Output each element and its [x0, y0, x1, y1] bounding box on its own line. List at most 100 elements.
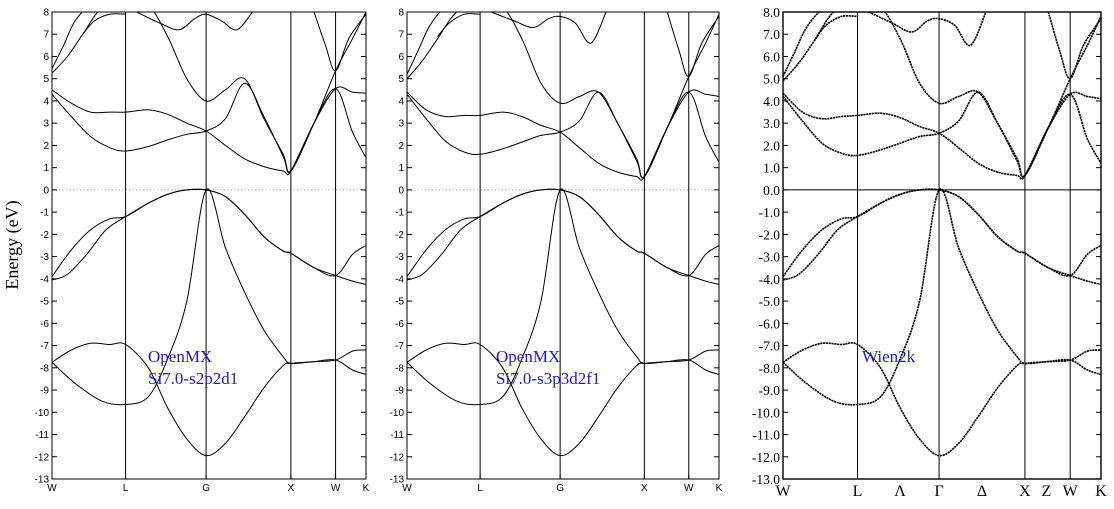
chart-panel-1: 876543210-1-2-3-4-5-6-7-8-9-10-11-12-13W… [35, 8, 370, 495]
y-tick-label: 5 [398, 74, 404, 85]
k-point-label: W [402, 483, 412, 494]
y-tick-label: 0 [43, 185, 49, 196]
y-tick-label: -4 [395, 274, 404, 285]
y-tick-label: 3.0 [763, 116, 780, 131]
y-tick-label: -4 [40, 274, 49, 285]
band-series-6 [783, 91, 1101, 178]
y-tick-label: 0.0 [763, 183, 780, 198]
y-tick-label: 7 [43, 30, 49, 41]
y-tick-label: 1 [43, 163, 49, 174]
band-series-10 [136, 12, 253, 31]
k-point-label: W [331, 483, 341, 494]
band-series-5 [52, 86, 366, 176]
y-tick-label: 8 [43, 8, 49, 19]
y-tick-label: -1.0 [759, 205, 781, 220]
y-tick-label: 6.0 [763, 49, 780, 64]
y-axis-label: Energy (eV) [2, 200, 23, 289]
y-tick-label: -8.0 [759, 361, 781, 376]
panel-annotation: Wien2k [862, 347, 916, 366]
band-series-8 [783, 12, 821, 77]
y-tick-label: 1.0 [763, 161, 780, 176]
k-point-label: L [477, 483, 483, 494]
y-tick-label: -8 [395, 363, 404, 374]
band-series-8 [407, 12, 441, 75]
k-point-label: G [202, 483, 210, 494]
plot-frame [51, 11, 367, 480]
k-point-label: W [684, 483, 694, 494]
band-series-7 [783, 12, 1101, 178]
panel-annotation: OpenMX [148, 347, 212, 366]
y-tick-label: -1 [395, 208, 404, 219]
y-tick-label: 7.0 [763, 27, 780, 42]
band-lines [783, 12, 1101, 457]
y-tick-label: -12 [35, 452, 50, 463]
k-point-label: Λ [894, 483, 906, 500]
k-point-label: G [556, 483, 564, 494]
band-lines [407, 12, 719, 457]
y-tick-label: -3.0 [759, 250, 781, 265]
band-series-6 [52, 82, 366, 173]
y-tick-label: 4 [43, 96, 49, 107]
y-tick-label: -7.0 [759, 339, 781, 354]
panel-annotation: Si7.0-s3p3d2f1 [496, 369, 600, 388]
y-tick-label: -1 [40, 208, 49, 219]
band-series-4 [407, 188, 719, 281]
k-point-label: X [1019, 483, 1031, 500]
y-tick-label: -9 [40, 386, 49, 397]
y-tick-label: -2.0 [759, 227, 781, 242]
y-tick-label: 7 [398, 30, 404, 41]
band-series-7 [407, 12, 719, 179]
band-series-8 [52, 12, 83, 69]
y-tick-label: 3 [43, 119, 49, 130]
panel-annotation: Si7.0-s2p2d1 [148, 369, 238, 388]
k-point-label: Γ [934, 483, 943, 500]
y-tick-label: -5.0 [759, 294, 781, 309]
band-series-10 [868, 12, 987, 47]
y-tick-label: -9 [395, 386, 404, 397]
chart-panel-3: 8.0 7.0 6.0 5.0 4.0 3.0 2.0 1.0 0.0 -1.0 -2.0 -3.0 -… [752, 5, 1107, 500]
y-tick-label: -10.0 [752, 405, 780, 420]
y-tick-label: -6 [395, 319, 404, 330]
y-tick-label: -11 [390, 430, 404, 441]
y-tick-label: -7 [395, 341, 404, 352]
k-point-label: X [288, 483, 295, 494]
band-series-11 [1047, 12, 1101, 80]
k-point-label: L [853, 483, 863, 500]
y-tick-label: 2 [43, 141, 49, 152]
y-tick-label: -6 [40, 319, 49, 330]
y-tick-label: 8 [398, 8, 404, 19]
y-tick-label: -6.0 [759, 316, 781, 331]
y-tick-label: 2 [398, 141, 404, 152]
y-tick-label: -5 [395, 297, 404, 308]
band-series-9 [437, 13, 481, 37]
band-series-10 [491, 12, 607, 44]
y-tick-label: 6 [43, 52, 49, 63]
y-tick-label: 4.0 [763, 94, 780, 109]
y-tick-label: 0 [398, 185, 404, 196]
y-tick-label: 6 [398, 52, 404, 63]
band-series-11 [666, 12, 719, 77]
y-tick-label: -11.0 [752, 428, 780, 443]
band-series-4 [52, 188, 366, 281]
y-tick-label: -2 [395, 230, 404, 241]
k-point-label: L [123, 483, 129, 494]
plot-frame [406, 11, 720, 480]
panel-annotation: OpenMX [496, 347, 560, 366]
band-series-9 [82, 13, 126, 35]
y-tick-label: 4 [398, 96, 404, 107]
y-tick-label: -5 [40, 297, 49, 308]
y-tick-label: -13 [390, 475, 405, 486]
band-series-9 [813, 14, 858, 42]
k-point-label: K [1095, 483, 1107, 500]
y-tick-label: -3 [395, 252, 404, 263]
y-tick-label: -11 [35, 430, 49, 441]
k-point-label: K [363, 483, 370, 494]
band-series-5 [783, 91, 1101, 180]
y-tick-label: -7 [40, 341, 49, 352]
band-series-4 [783, 188, 1101, 281]
y-tick-label: -3 [40, 252, 49, 263]
y-tick-label: -12.0 [752, 450, 780, 465]
y-tick-label: -10 [390, 408, 405, 419]
k-point-label: X [641, 483, 648, 494]
